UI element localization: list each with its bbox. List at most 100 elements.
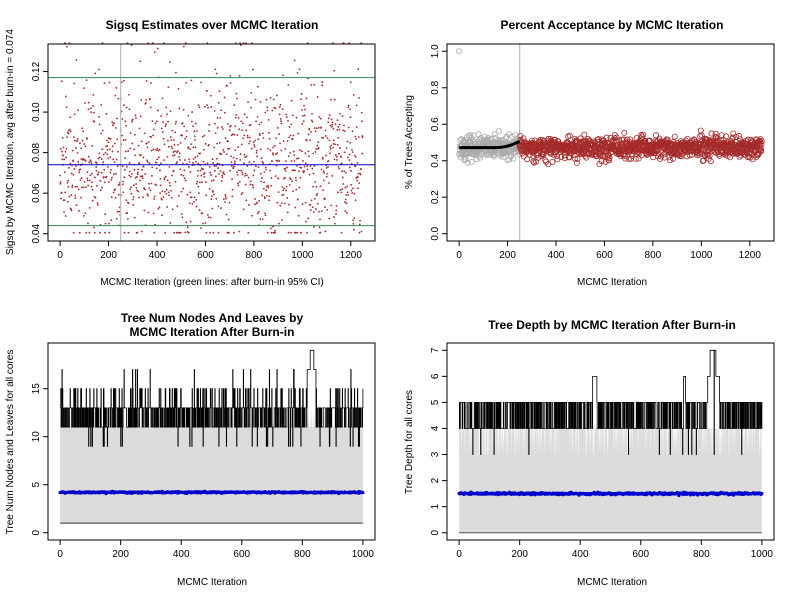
sigsq-point [68, 195, 71, 198]
acceptance-point [464, 159, 471, 166]
sigsq-point [217, 101, 220, 104]
sigsq-point [74, 165, 77, 168]
sigsq-point [71, 184, 74, 187]
sigsq-point [224, 194, 227, 196]
sigsq-point [184, 179, 187, 182]
sigsq-point [166, 179, 169, 182]
sigsq-point [288, 203, 290, 206]
sigsq-point [159, 192, 162, 195]
sigsq-point [349, 81, 352, 84]
sigsq-point [263, 171, 266, 173]
sigsq-point [61, 150, 63, 153]
sigsq-point [201, 212, 204, 215]
sigsq-point [275, 137, 278, 140]
sigsq-point [335, 213, 337, 215]
sigsq-point [199, 152, 202, 155]
sigsq-point [202, 173, 205, 176]
depth-y-tick-label: 3 [430, 451, 441, 457]
sigsq-point [124, 150, 127, 153]
sigsq-point [265, 185, 268, 188]
sigsq-point [209, 216, 212, 219]
sigsq-point [192, 125, 194, 128]
sigsq-point [176, 205, 179, 208]
nodes-y-tick-label: 5 [31, 481, 42, 487]
sigsq-point [65, 45, 68, 48]
sigsq-point [255, 149, 258, 152]
sigsq-point [313, 226, 315, 228]
sigsq-point [350, 189, 353, 192]
sigsq-point [59, 182, 62, 185]
sigsq-point [131, 118, 134, 121]
sigsq-point [124, 138, 127, 141]
sigsq-point [232, 156, 235, 159]
sigsq-point [272, 146, 274, 149]
acceptance-point [640, 131, 647, 138]
sigsq-point [293, 154, 295, 157]
sigsq-point [335, 209, 338, 212]
sigsq-point [245, 129, 248, 132]
depth-y-tick-label: 1 [430, 503, 441, 509]
sigsq-point [153, 231, 156, 234]
sigsq-point [295, 116, 298, 119]
sigsq-point [92, 93, 95, 96]
sigsq-point [128, 108, 131, 111]
sigsq-point [125, 106, 128, 109]
sigsq-point [252, 68, 254, 71]
sigsq-point [249, 140, 251, 143]
sigsq-point [102, 153, 105, 156]
sigsq-point [316, 202, 319, 205]
sigsq-point [139, 179, 141, 182]
sigsq-point [167, 139, 169, 142]
sigsq-point [90, 162, 93, 164]
sigsq-point [177, 143, 179, 146]
sigsq-point [111, 150, 114, 153]
sigsq-point [345, 194, 348, 196]
acceptance-point [646, 137, 653, 144]
sigsq-point [336, 119, 339, 122]
sigsq-point [232, 231, 235, 234]
sigsq-point [69, 116, 71, 119]
acceptance-x-tick-label: 1200 [739, 250, 762, 261]
sigsq-point [105, 139, 108, 142]
acceptance-point [654, 147, 661, 154]
sigsq-point [227, 218, 230, 221]
sigsq-point [218, 90, 221, 93]
sigsq-point [246, 165, 249, 167]
sigsq-point [132, 198, 134, 201]
sigsq-point [307, 217, 310, 220]
sigsq-point [139, 115, 142, 118]
sigsq-point [191, 161, 194, 164]
sigsq-point [231, 133, 234, 136]
sigsq-point [280, 202, 283, 205]
sigsq-point [300, 150, 303, 153]
sigsq-point [328, 139, 331, 142]
sigsq-point [164, 125, 167, 128]
sigsq-point [74, 197, 77, 200]
sigsq-point [181, 122, 184, 124]
sigsq-point [60, 80, 63, 83]
sigsq-point [171, 129, 174, 132]
sigsq-point [69, 162, 72, 165]
sigsq-point [183, 125, 186, 128]
sigsq-point [280, 120, 282, 123]
sigsq-point [279, 204, 282, 207]
sigsq-point [270, 231, 273, 234]
sigsq-point [188, 158, 191, 161]
sigsq-point [97, 157, 100, 160]
sigsq-point [185, 81, 187, 84]
sigsq-point [135, 117, 137, 120]
sigsq-point [88, 231, 91, 234]
sigsq-point [125, 199, 128, 202]
sigsq-point [248, 161, 251, 164]
sigsq-point [278, 160, 281, 162]
sigsq-point [101, 186, 103, 189]
sigsq-point [90, 185, 93, 188]
sigsq-point [231, 178, 233, 181]
sigsq-point [303, 165, 306, 168]
sigsq-point [306, 165, 309, 167]
sigsq-point [201, 181, 203, 184]
sigsq-point [361, 120, 363, 123]
sigsq-point [288, 136, 291, 139]
sigsq-point [65, 148, 68, 150]
sigsq-point [324, 230, 327, 233]
